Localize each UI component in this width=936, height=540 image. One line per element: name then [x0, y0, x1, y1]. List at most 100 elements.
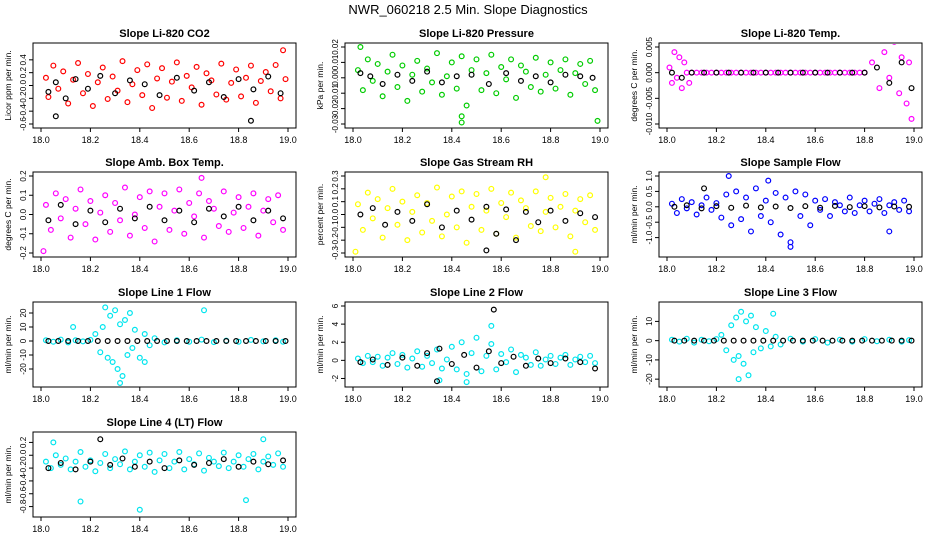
reference-point — [713, 203, 720, 210]
data-point — [886, 202, 893, 209]
data-point — [282, 76, 289, 83]
y-tick-label: -0.01 — [331, 84, 340, 103]
x-tick-label: 18.8 — [856, 264, 874, 274]
data-point — [572, 248, 579, 255]
data-point — [228, 79, 235, 86]
reference-point — [799, 69, 806, 76]
y-tick-label: 0.1 — [19, 189, 28, 201]
data-point — [582, 219, 589, 226]
data-point — [404, 364, 411, 371]
data-point — [493, 90, 500, 97]
data-point — [65, 100, 72, 107]
data-point — [532, 54, 539, 61]
data-point — [735, 353, 742, 360]
data-point — [119, 58, 126, 65]
data-point — [443, 211, 450, 218]
data-point — [673, 74, 680, 81]
data-point — [453, 366, 460, 373]
reference-point — [382, 221, 389, 228]
points-group — [666, 44, 915, 122]
y-axis-label: Licor ppm per min. — [3, 50, 13, 120]
data-point — [389, 350, 396, 357]
reference-point — [522, 362, 529, 369]
data-point — [112, 307, 119, 314]
data-point — [562, 56, 569, 63]
data-point — [448, 193, 455, 200]
x-tick-label: 18.6 — [180, 394, 198, 404]
data-point — [537, 88, 544, 95]
reference-point — [562, 71, 569, 78]
data-point — [463, 239, 470, 246]
data-point — [886, 74, 893, 81]
data-point — [47, 465, 54, 472]
data-point — [173, 59, 180, 66]
reference-point — [235, 203, 242, 210]
chart-title: Slope Line 3 Flow — [744, 287, 837, 299]
data-point — [233, 66, 240, 73]
y-tick-label: -0.3 — [331, 246, 340, 260]
data-point — [107, 312, 114, 319]
reference-point — [473, 364, 480, 371]
data-point — [52, 190, 59, 197]
data-point — [243, 497, 250, 504]
data-point — [703, 194, 710, 201]
data-point — [220, 188, 227, 195]
reference-point — [424, 68, 431, 75]
data-point — [220, 449, 227, 456]
reference-point — [156, 92, 163, 99]
data-point — [552, 360, 559, 367]
reference-point — [424, 201, 431, 208]
chart-title: Slope Sample Flow — [740, 157, 841, 169]
data-point — [572, 356, 579, 363]
data-point — [765, 177, 772, 184]
reference-point — [668, 69, 675, 76]
data-point — [107, 228, 114, 235]
reference-point — [522, 208, 529, 215]
x-tick-label: 18.4 — [443, 394, 461, 404]
plot-frame — [32, 42, 297, 129]
data-point — [50, 338, 57, 345]
data-point — [683, 69, 690, 76]
y-tick-label: 0.3 — [331, 170, 340, 182]
data-point — [767, 69, 774, 76]
reference-point — [861, 69, 868, 76]
data-point — [107, 465, 114, 472]
reference-point — [547, 360, 554, 367]
reference-point — [399, 354, 406, 361]
data-point — [903, 100, 910, 107]
reference-point — [62, 95, 69, 102]
reference-point — [906, 203, 913, 210]
data-point — [42, 201, 49, 208]
reference-point — [45, 217, 52, 224]
x-tick-label: 19.0 — [905, 394, 923, 404]
data-point — [478, 368, 485, 375]
reference-point — [97, 436, 104, 443]
y-tick-label: 0.2 — [19, 436, 28, 448]
reference-point — [394, 208, 401, 215]
reference-point — [898, 59, 905, 66]
data-point — [718, 331, 725, 338]
data-point — [527, 84, 534, 91]
data-point — [488, 341, 495, 348]
reference-point — [262, 338, 269, 345]
reference-point — [770, 337, 777, 344]
data-point — [419, 88, 426, 95]
data-point — [473, 56, 480, 63]
data-point — [70, 76, 77, 83]
y-tick-label: 0.02 — [331, 39, 340, 55]
y-axis-label: ml/min per min. — [629, 185, 639, 243]
x-tick-label: 18.6 — [492, 264, 510, 274]
x-tick-label: 18.6 — [806, 264, 824, 274]
reference-point — [468, 71, 475, 78]
y-tick-label: -0.010 — [645, 112, 654, 135]
reference-point — [205, 205, 212, 212]
data-point — [498, 351, 505, 358]
points-group — [354, 306, 599, 386]
data-point — [97, 459, 104, 466]
data-point — [250, 450, 257, 457]
data-point — [280, 47, 287, 54]
data-point — [822, 196, 829, 203]
reference-point — [45, 88, 52, 95]
reference-point — [265, 207, 272, 214]
